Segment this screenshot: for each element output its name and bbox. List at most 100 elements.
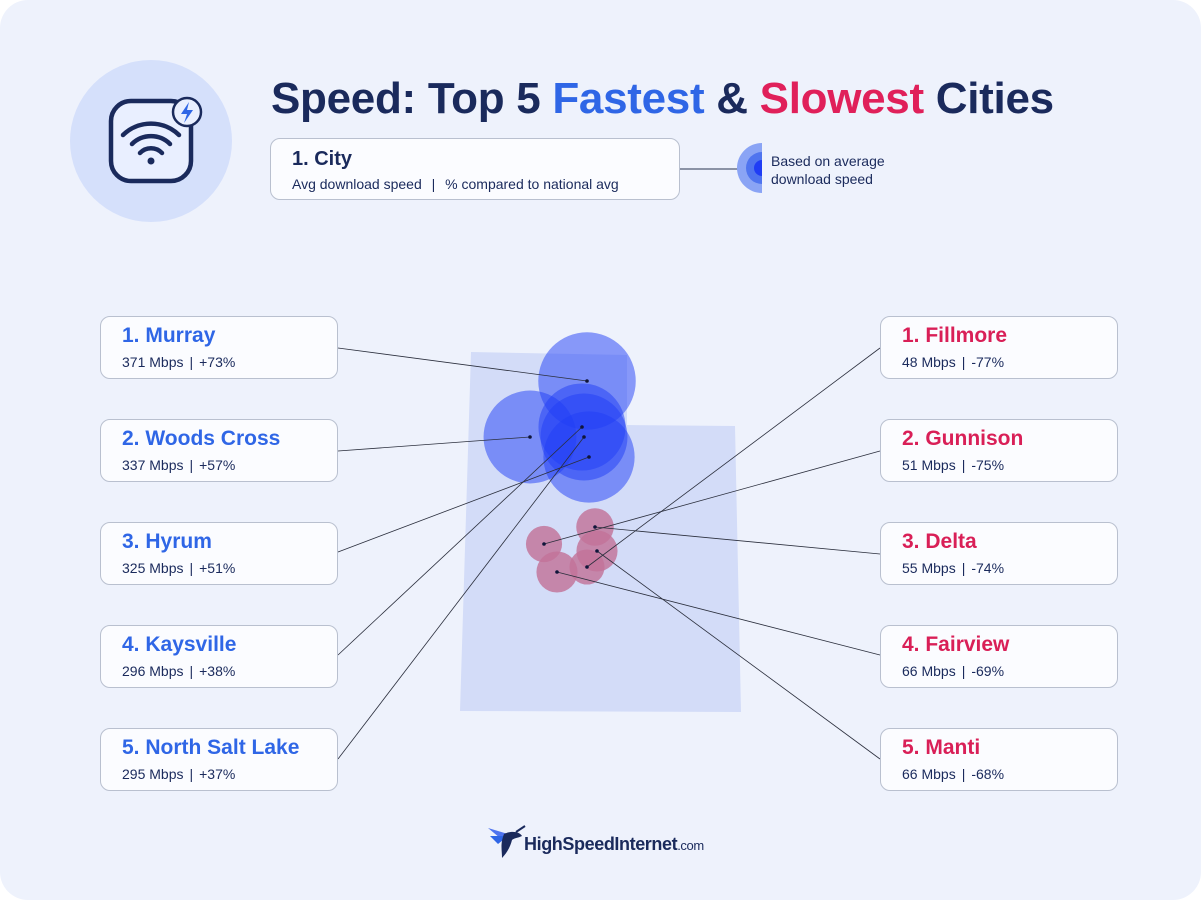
city-pct: +37%: [199, 766, 236, 782]
city-stats: 66 Mbps | -68%: [902, 766, 1004, 782]
stat-separator: |: [961, 766, 966, 782]
slowest-card-2: 2. Gunnison 51 Mbps | -75%: [880, 419, 1118, 482]
city-name: 2. Gunnison: [902, 427, 1024, 450]
city-dot-slow-2: [542, 542, 546, 546]
bubble-size-note: Based on average download speed: [771, 153, 885, 187]
city-stats: 325 Mbps | +51%: [122, 560, 235, 576]
city-stats: 55 Mbps | -74%: [902, 560, 1004, 576]
city-pct: +38%: [199, 663, 236, 679]
city-stats: 48 Mbps | -77%: [902, 354, 1004, 370]
legend-key-card: 1. City Avg download speed | % compared …: [270, 138, 680, 200]
city-stats: 66 Mbps | -69%: [902, 663, 1004, 679]
title-fastest: Fastest: [552, 74, 705, 123]
city-name: 4. Kaysville: [122, 633, 237, 656]
page-title: Speed: Top 5 Fastest & Slowest Cities: [271, 74, 1054, 124]
city-dot-fast-2: [528, 435, 532, 439]
fastest-card-4: 4. Kaysville 296 Mbps | +38%: [100, 625, 338, 688]
city-pct: +51%: [199, 560, 236, 576]
leader-line-slow-4: [556, 571, 881, 656]
city-stats: 295 Mbps | +37%: [122, 766, 235, 782]
leader-line-fast-4: [337, 426, 583, 656]
city-stats: 296 Mbps | +38%: [122, 663, 235, 679]
logo-wordmark: HighSpeedInternet.com: [524, 834, 704, 855]
leader-line-slow-5: [596, 550, 881, 760]
leader-line-slow-3: [594, 526, 881, 555]
leader-line-slow-2: [543, 450, 881, 545]
stat-separator: |: [189, 663, 194, 679]
leader-line-fast-5: [337, 436, 585, 760]
slowest-card-5: 5. Manti 66 Mbps | -68%: [880, 728, 1118, 791]
city-name: 3. Delta: [902, 530, 977, 553]
city-name: 5. North Salt Lake: [122, 736, 300, 759]
city-name: 3. Hyrum: [122, 530, 212, 553]
stat-separator: |: [189, 457, 194, 473]
hummingbird-logo-icon: [488, 825, 526, 858]
stat-separator: |: [961, 457, 966, 473]
lightning-icon: [171, 96, 203, 128]
fastest-card-1: 1. Murray 371 Mbps | +73%: [100, 316, 338, 379]
city-dot-fast-1: [585, 379, 589, 383]
city-speed: 371 Mbps: [122, 354, 184, 370]
city-stats: 337 Mbps | +57%: [122, 457, 235, 473]
stat-separator: |: [961, 354, 966, 370]
leader-line-fast-1: [337, 347, 588, 382]
wifi-badge: [70, 60, 232, 222]
title-amp: &: [716, 74, 748, 123]
city-speed: 48 Mbps: [902, 354, 956, 370]
city-dot-slow-5: [595, 549, 599, 553]
city-speed: 337 Mbps: [122, 457, 184, 473]
city-dot-slow-4: [555, 570, 559, 574]
bubble-legend-icon: [737, 143, 762, 193]
city-dot-fast-4: [580, 425, 584, 429]
city-dot-slow-1: [585, 565, 589, 569]
key-city-label: 1. City: [292, 148, 353, 170]
city-pct: +73%: [199, 354, 236, 370]
stat-separator: |: [189, 766, 194, 782]
stat-separator: |: [189, 560, 194, 576]
logo-tld: .com: [677, 838, 704, 853]
stat-separator: |: [961, 663, 966, 679]
city-speed: 66 Mbps: [902, 663, 956, 679]
city-pct: -74%: [971, 560, 1005, 576]
city-dot-fast-5: [582, 435, 586, 439]
stat-separator: |: [961, 560, 966, 576]
wifi-icon: [108, 96, 203, 184]
city-stats: 371 Mbps | +73%: [122, 354, 235, 370]
city-pct: +57%: [199, 457, 236, 473]
slowest-card-1: 1. Fillmore 48 Mbps | -77%: [880, 316, 1118, 379]
slowest-card-3: 3. Delta 55 Mbps | -74%: [880, 522, 1118, 585]
city-pct: -69%: [971, 663, 1005, 679]
city-bubbles: [483, 332, 636, 593]
key-pct-label: % compared to national avg: [445, 176, 619, 192]
title-prefix: Speed: Top 5: [271, 74, 541, 123]
leader-lines: [337, 347, 881, 760]
city-dots: [528, 379, 599, 574]
fastest-card-5: 5. North Salt Lake 295 Mbps | +37%: [100, 728, 338, 791]
logo-name: HighSpeedInternet: [524, 834, 678, 854]
key-speed-label: Avg download speed: [292, 176, 422, 192]
city-name: 4. Fairview: [902, 633, 1010, 656]
city-pct: -68%: [971, 766, 1005, 782]
city-name: 2. Woods Cross: [122, 427, 281, 450]
city-speed: 66 Mbps: [902, 766, 956, 782]
key-separator: |: [431, 176, 436, 192]
city-speed: 296 Mbps: [122, 663, 184, 679]
stat-separator: |: [189, 354, 194, 370]
city-pct: -77%: [971, 354, 1005, 370]
fastest-card-3: 3. Hyrum 325 Mbps | +51%: [100, 522, 338, 585]
title-suffix: Cities: [935, 74, 1054, 123]
fastest-card-2: 2. Woods Cross 337 Mbps | +57%: [100, 419, 338, 482]
key-connector-line: [680, 168, 738, 170]
city-name: 1. Murray: [122, 324, 216, 347]
highspeedinternet-logo: HighSpeedInternet.com: [486, 820, 726, 864]
city-pct: -75%: [971, 457, 1005, 473]
city-stats: 51 Mbps | -75%: [902, 457, 1004, 473]
city-dot-fast-3: [587, 455, 591, 459]
leader-line-fast-2: [337, 436, 531, 452]
city-speed: 295 Mbps: [122, 766, 184, 782]
key-metrics: Avg download speed | % compared to natio…: [292, 176, 619, 192]
city-speed: 325 Mbps: [122, 560, 184, 576]
city-speed: 51 Mbps: [902, 457, 956, 473]
